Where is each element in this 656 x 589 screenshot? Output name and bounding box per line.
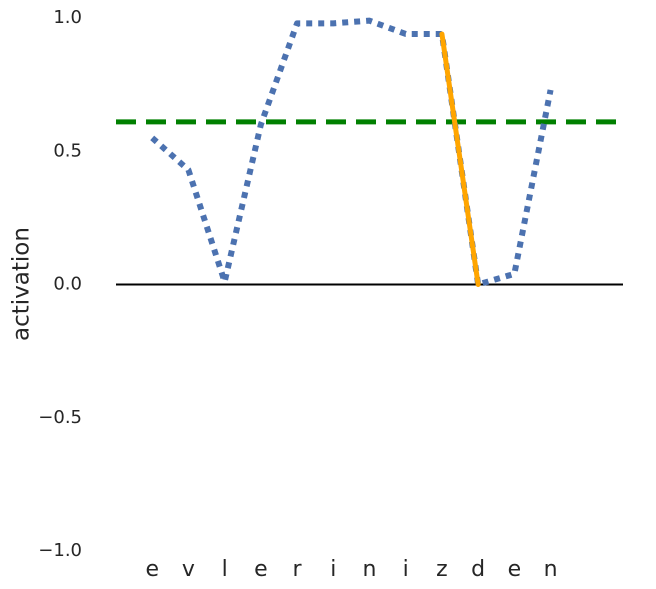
x-tick-label: i xyxy=(403,557,409,582)
series-line xyxy=(150,17,554,288)
y-axis-label: activation xyxy=(9,227,35,341)
x-tick-label: z xyxy=(436,557,448,582)
x-tick-label: r xyxy=(293,557,303,582)
x-tick-label: e xyxy=(254,557,268,582)
y-tick-label: −1.0 xyxy=(38,540,82,561)
x-tick-label: n xyxy=(363,557,377,582)
x-tick-label: n xyxy=(544,557,558,582)
series-line xyxy=(439,31,481,287)
y-tick-label: 1.0 xyxy=(53,7,82,28)
x-tick-label: i xyxy=(330,557,336,582)
y-tick-label: 0.5 xyxy=(53,140,82,161)
y-tick-label: 0.0 xyxy=(53,274,82,295)
x-tick-label: v xyxy=(182,557,195,582)
x-tick-label: e xyxy=(508,557,522,582)
y-tick-label: −0.5 xyxy=(38,407,82,428)
x-tick-label: e xyxy=(145,557,159,582)
x-tick-label: d xyxy=(471,557,485,582)
x-tick-label: l xyxy=(222,557,228,582)
